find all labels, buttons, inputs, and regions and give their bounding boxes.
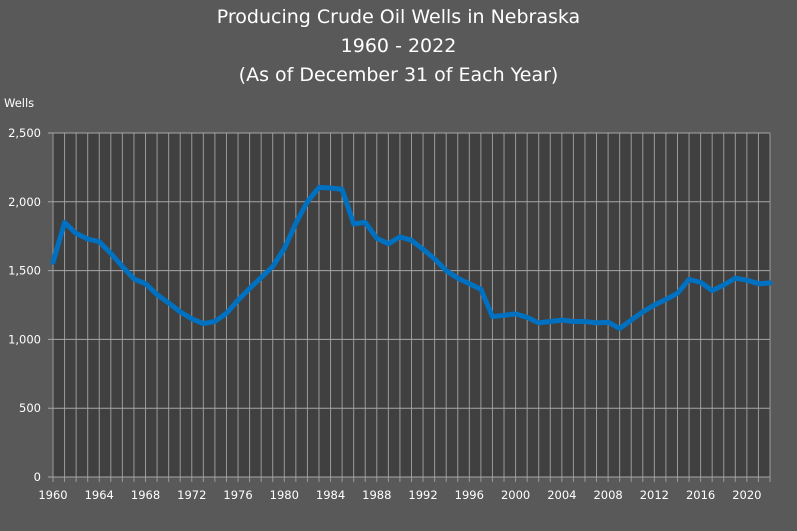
x-tick-label: 2016: [686, 488, 715, 502]
x-tick-label: 2012: [640, 488, 669, 502]
y-tick-label: 1,000: [8, 332, 41, 346]
x-tick-label: 1976: [223, 488, 252, 502]
x-tick-label: 1996: [455, 488, 484, 502]
y-tick-label: 1,500: [8, 264, 41, 278]
title-line-3: (As of December 31 of Each Year): [238, 64, 559, 86]
chart-title: Producing Crude Oil Wells in Nebraska 19…: [0, 3, 797, 90]
x-tick-label: 2000: [501, 488, 530, 502]
y-tick-label: 500: [19, 401, 41, 415]
x-tick-label: 1988: [362, 488, 391, 502]
x-tick-label: 2008: [593, 488, 622, 502]
x-tick-label: 1960: [38, 488, 67, 502]
x-tick-label: 1964: [85, 488, 114, 502]
y-tick-label: 2,500: [8, 126, 41, 140]
x-tick-label: 1968: [131, 488, 160, 502]
y-tick-label: 2,000: [8, 195, 41, 209]
y-axis-label: Wells: [4, 96, 35, 110]
x-tick-label: 2004: [547, 488, 576, 502]
x-tick-label: 1992: [408, 488, 437, 502]
x-tick-label: 1984: [316, 488, 345, 502]
x-tick-label: 1980: [270, 488, 299, 502]
x-tick-label: 2020: [732, 488, 761, 502]
title-line-1: Producing Crude Oil Wells in Nebraska: [216, 6, 581, 28]
y-tick-label: 0: [34, 470, 41, 484]
title-line-2: 1960 - 2022: [340, 35, 457, 57]
x-tick-label: 1972: [177, 488, 206, 502]
